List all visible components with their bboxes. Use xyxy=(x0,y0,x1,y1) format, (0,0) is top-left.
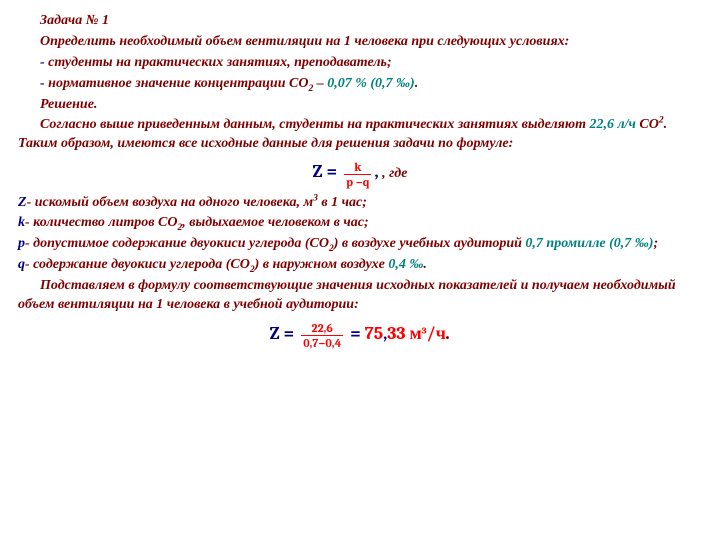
def-p-value: 0,7 промилле (0,7 ‰) xyxy=(525,236,653,251)
formula-z-eq: Z = xyxy=(313,161,342,182)
def-q: q- содержание двуокиси углерода (СО2) в … xyxy=(18,256,702,275)
unit-hr: /ч xyxy=(427,323,446,344)
frac-num: k xyxy=(344,161,371,175)
bullet-1: - студенты на практических занятиях, пре… xyxy=(18,54,702,73)
def-z-dash: - xyxy=(27,195,35,210)
para1-b: СО xyxy=(636,117,659,132)
document-page: Задача № 1 Определить необходимый объем … xyxy=(0,0,720,365)
def-z-tail: в 1 час; xyxy=(318,195,367,210)
intro-paragraph: Определить необходимый объем вентиляции … xyxy=(18,33,702,52)
bullet-2-mid: – xyxy=(313,76,327,91)
formula-2-fraction: 22,6 0,7−0,4 xyxy=(298,322,346,349)
def-k-dash: - xyxy=(25,215,33,230)
def-q-value: 0,4 ‰ xyxy=(388,257,423,272)
unit-m: м xyxy=(406,323,422,344)
bullet-2-lead: нормативное значение концентрации СО xyxy=(45,76,309,91)
def-q-tail: . xyxy=(423,257,427,272)
var-p: p xyxy=(18,236,25,251)
def-k-tail: , выдыхаемое человеком в час; xyxy=(182,215,368,230)
bullet-2-value: 0,07 % (0,7 ‰) xyxy=(327,76,415,91)
frac-den: p −q xyxy=(344,175,371,188)
formula-1: Z = k p −q , , где xyxy=(18,160,702,187)
def-p-mid: ) в воздухе учебных аудиторий xyxy=(334,236,526,251)
formula-1-trail: , где xyxy=(382,166,407,181)
formula-2: Z = 22,6 0,7−0,4 = 75,33 м3/ч. xyxy=(18,321,702,349)
formula2-end: . xyxy=(446,323,451,343)
var-z: Z xyxy=(18,195,27,210)
formula-1-comma: , xyxy=(374,161,378,182)
def-q-text: содержание двуокиси углерода (СО xyxy=(33,257,250,272)
formula2-eq: = xyxy=(346,323,365,344)
def-p-text: допустимое содержание двуокиси углерода … xyxy=(33,236,329,251)
solution-label: Решение. xyxy=(18,96,702,115)
def-p: p- допустимое содержание двуокиси углеро… xyxy=(18,235,702,254)
bullet-2: - нормативное значение концентрации СО2 … xyxy=(18,75,702,94)
var-k: k xyxy=(18,215,25,230)
para1-a: Согласно выше приведенным данным, студен… xyxy=(40,117,589,132)
def-k-text: количество литров СО xyxy=(33,215,177,230)
def-p-tail: ; xyxy=(653,236,658,251)
bullet-2-end: . xyxy=(415,76,419,91)
def-q-mid: ) в наружном воздухе xyxy=(255,257,389,272)
frac2-num: 22,6 xyxy=(301,322,343,336)
bullet-1-text: студенты на практических занятиях, препо… xyxy=(45,55,392,70)
result-75: 75 xyxy=(365,323,383,344)
task-title: Задача № 1 xyxy=(18,12,702,31)
paragraph-2: Подставляем в формулу соответствующие зн… xyxy=(18,277,702,315)
def-q-dash: - xyxy=(25,257,33,272)
def-k: k- количество литров СО2, выдыхаемое чел… xyxy=(18,214,702,233)
frac2-den: 0,7−0,4 xyxy=(301,336,343,349)
def-z: Z- искомый объем воздуха на одного челов… xyxy=(18,194,702,213)
var-q: q xyxy=(18,257,25,272)
para1-value: 22,6 л/ч xyxy=(589,117,635,132)
result-33: 33 xyxy=(387,323,405,344)
formula-1-fraction: k p −q xyxy=(341,161,374,188)
formula2-z-eq: Z = xyxy=(270,323,299,344)
def-p-dash: - xyxy=(25,236,33,251)
def-z-text: искомый объем воздуха на одного человека… xyxy=(35,195,313,210)
paragraph-1: Согласно выше приведенным данным, студен… xyxy=(18,116,702,154)
